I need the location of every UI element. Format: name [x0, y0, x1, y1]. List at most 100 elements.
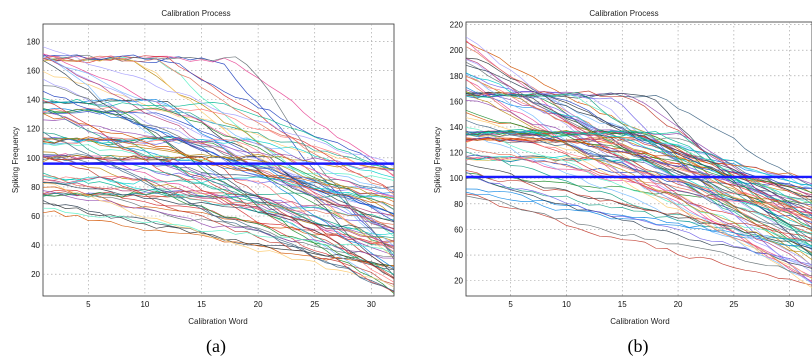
chart-b-series-line: [466, 79, 812, 277]
chart-a-series-line: [43, 85, 394, 215]
chart-a-ytick-label: 160: [27, 67, 41, 76]
chart-a-series-line: [43, 109, 394, 253]
chart-a-frame: [42, 23, 395, 297]
chart-a-series-line: [43, 100, 394, 293]
chart-b-ytick-label: 120: [450, 149, 464, 158]
chart-b-series-line: [466, 172, 812, 204]
chart-b-series-line: [466, 133, 812, 241]
chart-b-xtick-label: 30: [785, 300, 794, 309]
chart-b-ytick-label: 100: [450, 174, 464, 183]
chart-a-xtick-label: 20: [254, 300, 263, 309]
chart-b-xtick-label: 20: [674, 300, 683, 309]
chart-b-series-line: [466, 75, 812, 221]
chart-a-series-line: [43, 118, 394, 171]
chart-a-series-line: [43, 112, 394, 256]
chart-b-ytick-label: 180: [450, 72, 464, 81]
chart-a-series-line: [43, 193, 394, 257]
chart-b-ytick-label: 20: [454, 277, 463, 286]
chart-a-series-line: [43, 182, 394, 234]
chart-a-series-line: [43, 53, 394, 229]
chart-a-ytick-label: 100: [27, 154, 41, 163]
chart-b-ytick-label: 160: [450, 97, 464, 106]
chart-b-xtick-label: 10: [562, 300, 571, 309]
chart-a-xtick-label: 5: [86, 300, 91, 309]
chart-a-series-line: [43, 190, 394, 267]
chart-b-series-line: [466, 156, 812, 280]
chart-b-series-line: [466, 109, 812, 194]
chart-b-series-line: [466, 92, 812, 204]
chart-a-xtick-label: 25: [310, 300, 319, 309]
chart-b-series-line: [466, 195, 812, 277]
chart-a-ticks: 5 10 15 20 25 30 20 40 60 80 100 120 140 160 180: [27, 37, 377, 309]
chart-a-series-line: [43, 98, 394, 230]
chart-a-series-line: [43, 136, 394, 231]
chart-a-title: Calibration Process: [161, 9, 230, 18]
chart-b-series-line: [466, 138, 812, 179]
chart-a-series-line: [43, 200, 394, 271]
chart-b-title: Calibration Process: [589, 9, 658, 18]
chart-b-series-line: [466, 36, 812, 266]
chart-b-series-line: [466, 91, 812, 221]
chart-b-series-line: [466, 129, 812, 219]
chart-a-xlabel: Calibration Word: [188, 317, 247, 326]
chart-b-series-line: [466, 170, 812, 239]
chart-a-ytick-label: 140: [27, 96, 41, 105]
chart-b-series-line: [466, 188, 812, 247]
chart-b-ylabel: Spiking Frequency: [433, 127, 442, 193]
chart-a-series-line: [43, 137, 394, 252]
chart-panel-a: Calibration Process 5 10 15 20 25 30 20 40 60 80 1…: [11, 9, 395, 357]
chart-a-series-line: [43, 155, 394, 189]
chart-a-ylabel: Spiking Frequency: [11, 127, 20, 193]
chart-panel-b: Calibration Process 5 10 15 20 25 30 20 40 60 80 1…: [433, 9, 812, 357]
chart-b-series-clip: [466, 36, 812, 289]
chart-b-xtick-label: 25: [729, 300, 738, 309]
chart-a-series-line: [43, 176, 394, 242]
chart-a-series-line: [43, 55, 394, 177]
chart-a-ytick-label: 80: [31, 183, 40, 192]
chart-a-series-line: [43, 54, 394, 172]
chart-b-series-line: [466, 129, 812, 228]
chart-b-series-line: [466, 137, 812, 214]
chart-b-xtick-label: 5: [508, 300, 513, 309]
chart-a-series-line: [43, 175, 394, 225]
chart-b-ytick-label: 140: [450, 123, 464, 132]
chart-a-series-line: [43, 132, 394, 239]
chart-b-series-line: [466, 137, 812, 210]
chart-a-series-line: [43, 135, 394, 222]
chart-b-series-line: [466, 46, 812, 253]
chart-b-ytick-label: 80: [454, 200, 463, 209]
chart-a-series-line: [43, 136, 394, 203]
chart-b-series-line: [466, 90, 812, 260]
chart-b-series-line: [466, 92, 812, 256]
chart-a-ytick-label: 180: [27, 37, 41, 46]
chart-b-series-line: [466, 58, 812, 268]
chart-a-ytick-label: 20: [31, 270, 40, 279]
chart-a-series: [43, 46, 394, 294]
chart-a-series-line: [43, 107, 394, 210]
chart-a-series-clip: [43, 46, 394, 294]
chart-b-series-line: [466, 177, 812, 247]
chart-a-series-line: [43, 183, 394, 288]
chart-a-series-line: [43, 153, 394, 293]
chart-b-series-line: [466, 40, 812, 282]
chart-a-series-line: [43, 138, 394, 169]
chart-a-series-line: [43, 54, 394, 288]
chart-b-series-line: [466, 91, 812, 284]
chart-b-ticks: 5 10 15 20 25 30 20 40 60 80 100 120 140 160 180 200 220: [450, 21, 795, 309]
chart-b-ytick-label: 200: [450, 46, 464, 55]
chart-a-ytick-label: 60: [31, 212, 40, 221]
chart-a-series-line: [43, 98, 394, 171]
chart-a-caption: (a): [206, 336, 226, 357]
chart-b-ytick-label: 60: [454, 225, 463, 234]
chart-b-series: [466, 36, 812, 289]
chart-b-ytick-label: 40: [454, 251, 463, 260]
chart-a-ytick-label: 120: [27, 125, 41, 134]
chart-b-series-line: [466, 127, 812, 247]
chart-a-series-line: [43, 46, 394, 168]
chart-b-caption: (b): [628, 336, 649, 357]
chart-a-series-line: [43, 53, 394, 198]
chart-b-ytick-label: 220: [450, 21, 464, 30]
chart-a-xtick-label: 10: [140, 300, 149, 309]
chart-a-series-line: [43, 57, 394, 190]
